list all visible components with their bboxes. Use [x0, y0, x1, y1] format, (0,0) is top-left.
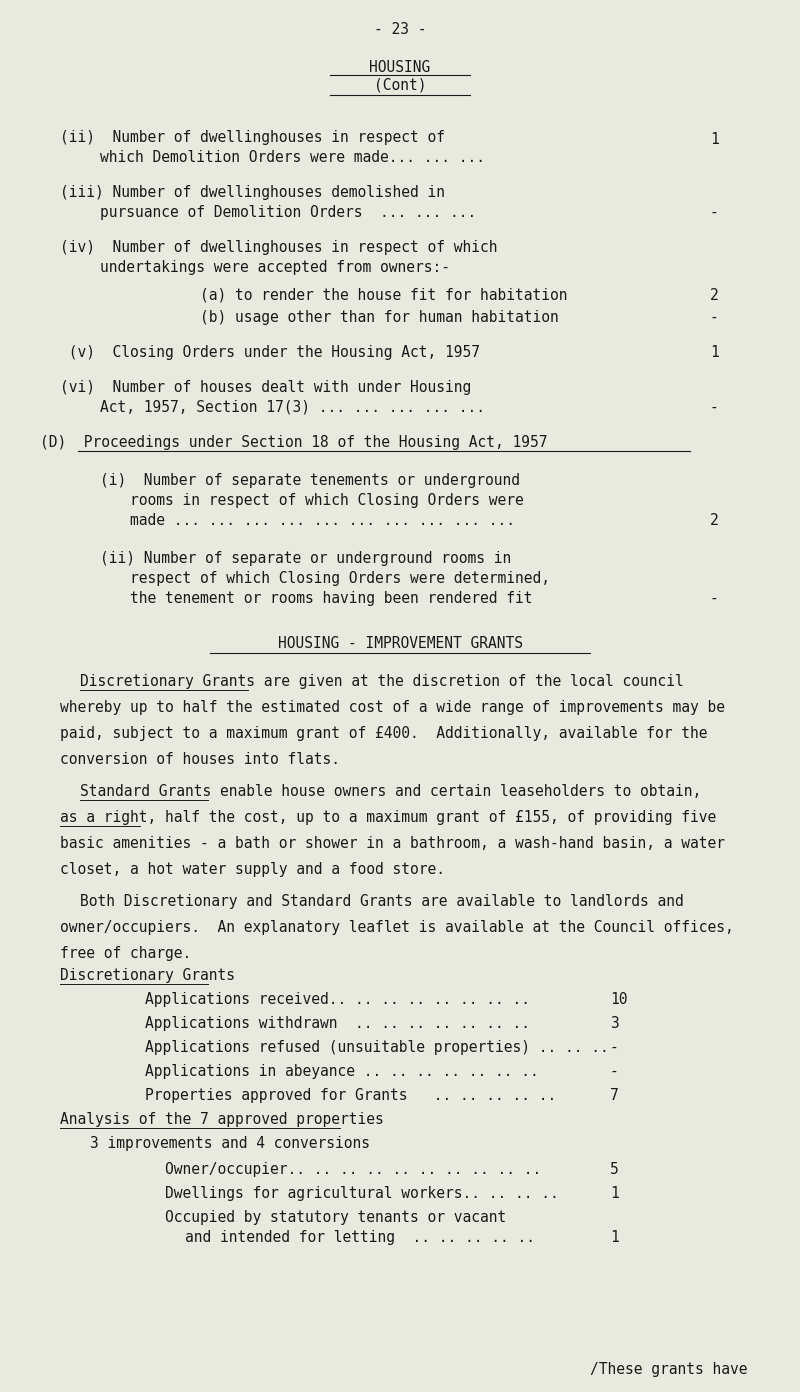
Text: conversion of houses into flats.: conversion of houses into flats. — [60, 752, 340, 767]
Text: -: - — [610, 1063, 618, 1079]
Text: 1: 1 — [610, 1186, 618, 1201]
Text: -: - — [710, 400, 718, 415]
Text: Applications received.. .. .. .. .. .. .. ..: Applications received.. .. .. .. .. .. .… — [145, 992, 530, 1006]
Text: Properties approved for Grants   .. .. .. .. ..: Properties approved for Grants .. .. .. … — [145, 1089, 556, 1102]
Text: rooms in respect of which Closing Orders were: rooms in respect of which Closing Orders… — [130, 493, 524, 508]
Text: and intended for letting  .. .. .. .. ..: and intended for letting .. .. .. .. .. — [185, 1231, 535, 1244]
Text: Owner/occupier.. .. .. .. .. .. .. .. .. ..: Owner/occupier.. .. .. .. .. .. .. .. ..… — [165, 1162, 542, 1178]
Text: (vi)  Number of houses dealt with under Housing: (vi) Number of houses dealt with under H… — [60, 380, 471, 395]
Text: Discretionary Grants: Discretionary Grants — [60, 967, 235, 983]
Text: respect of which Closing Orders were determined,: respect of which Closing Orders were det… — [130, 571, 550, 586]
Text: 2: 2 — [710, 288, 718, 303]
Text: Act, 1957, Section 17(3) ... ... ... ... ...: Act, 1957, Section 17(3) ... ... ... ...… — [100, 400, 485, 415]
Text: 7: 7 — [610, 1089, 618, 1102]
Text: Analysis of the 7 approved properties: Analysis of the 7 approved properties — [60, 1112, 384, 1128]
Text: closet, a hot water supply and a food store.: closet, a hot water supply and a food st… — [60, 862, 445, 877]
Text: basic amenities - a bath or shower in a bathroom, a wash-hand basin, a water: basic amenities - a bath or shower in a … — [60, 837, 725, 851]
Text: -: - — [610, 1040, 618, 1055]
Text: (ii) Number of separate or underground rooms in: (ii) Number of separate or underground r… — [100, 551, 511, 567]
Text: 2: 2 — [710, 514, 718, 528]
Text: 1: 1 — [610, 1231, 618, 1244]
Text: Applications refused (unsuitable properties) .. .. ..: Applications refused (unsuitable propert… — [145, 1040, 609, 1055]
Text: 3 improvements and 4 conversions: 3 improvements and 4 conversions — [90, 1136, 370, 1151]
Text: Dwellings for agricultural workers.. .. .. ..: Dwellings for agricultural workers.. .. … — [165, 1186, 558, 1201]
Text: (iv)  Number of dwellinghouses in respect of which: (iv) Number of dwellinghouses in respect… — [60, 239, 498, 255]
Text: paid, subject to a maximum grant of £400.  Additionally, available for the: paid, subject to a maximum grant of £400… — [60, 727, 707, 741]
Text: which Demolition Orders were made... ... ...: which Demolition Orders were made... ...… — [100, 150, 485, 166]
Text: Applications withdrawn  .. .. .. .. .. .. ..: Applications withdrawn .. .. .. .. .. ..… — [145, 1016, 530, 1031]
Text: - 23 -: - 23 - — [374, 22, 426, 38]
Text: undertakings were accepted from owners:-: undertakings were accepted from owners:- — [100, 260, 450, 276]
Text: 10: 10 — [610, 992, 627, 1006]
Text: pursuance of Demolition Orders  ... ... ...: pursuance of Demolition Orders ... ... .… — [100, 205, 476, 220]
Text: free of charge.: free of charge. — [60, 947, 191, 960]
Text: (v)  Closing Orders under the Housing Act, 1957: (v) Closing Orders under the Housing Act… — [60, 345, 480, 361]
Text: -: - — [710, 310, 718, 324]
Text: Applications in abeyance .. .. .. .. .. .. ..: Applications in abeyance .. .. .. .. .. … — [145, 1063, 538, 1079]
Text: Discretionary Grants are given at the discretion of the local council: Discretionary Grants are given at the di… — [80, 674, 684, 689]
Text: -: - — [710, 205, 718, 220]
Text: (D)  Proceedings under Section 18 of the Housing Act, 1957: (D) Proceedings under Section 18 of the … — [40, 434, 547, 450]
Text: (b) usage other than for human habitation: (b) usage other than for human habitatio… — [200, 310, 558, 324]
Text: made ... ... ... ... ... ... ... ... ... ...: made ... ... ... ... ... ... ... ... ...… — [130, 514, 515, 528]
Text: /These grants have: /These grants have — [590, 1361, 747, 1377]
Text: Both Discretionary and Standard Grants are available to landlords and: Both Discretionary and Standard Grants a… — [80, 894, 684, 909]
Text: (ii)  Number of dwellinghouses in respect of: (ii) Number of dwellinghouses in respect… — [60, 129, 445, 145]
Text: Standard Grants enable house owners and certain leaseholders to obtain,: Standard Grants enable house owners and … — [80, 784, 702, 799]
Text: whereby up to half the estimated cost of a wide range of improvements may be: whereby up to half the estimated cost of… — [60, 700, 725, 715]
Text: (a) to render the house fit for habitation: (a) to render the house fit for habitati… — [200, 288, 567, 303]
Text: HOUSING - IMPROVEMENT GRANTS: HOUSING - IMPROVEMENT GRANTS — [278, 636, 522, 651]
Text: 1: 1 — [710, 132, 718, 148]
Text: 5: 5 — [610, 1162, 618, 1178]
Text: (iii) Number of dwellinghouses demolished in: (iii) Number of dwellinghouses demolishe… — [60, 185, 445, 200]
Text: owner/occupiers.  An explanatory leaflet is available at the Council offices,: owner/occupiers. An explanatory leaflet … — [60, 920, 734, 935]
Text: Occupied by statutory tenants or vacant: Occupied by statutory tenants or vacant — [165, 1210, 506, 1225]
Text: the tenement or rooms having been rendered fit: the tenement or rooms having been render… — [130, 592, 533, 606]
Text: (Cont): (Cont) — [374, 78, 426, 93]
Text: as a right, half the cost, up to a maximum grant of £155, of providing five: as a right, half the cost, up to a maxim… — [60, 810, 716, 825]
Text: 1: 1 — [710, 345, 718, 361]
Text: 3: 3 — [610, 1016, 618, 1031]
Text: (i)  Number of separate tenements or underground: (i) Number of separate tenements or unde… — [100, 473, 520, 489]
Text: HOUSING: HOUSING — [370, 60, 430, 75]
Text: -: - — [710, 592, 718, 606]
